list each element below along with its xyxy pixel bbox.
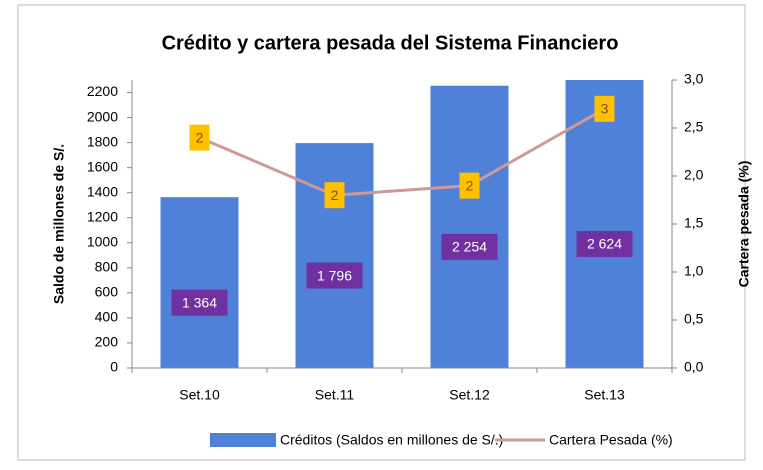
point-label: 2 xyxy=(196,129,204,145)
point-label: 2 xyxy=(466,177,474,193)
bar-label: 2 624 xyxy=(587,236,622,252)
y2-tick-label: 1,5 xyxy=(684,215,704,231)
y-tick-label: 1000 xyxy=(87,233,118,249)
chart-title: Crédito y cartera pesada del Sistema Fin… xyxy=(162,32,619,54)
y2-tick-label: 0,5 xyxy=(684,311,704,327)
y2-tick-label: 3,0 xyxy=(684,71,704,87)
bar xyxy=(430,85,509,368)
point-label-box xyxy=(189,124,210,151)
y-tick-label: 1400 xyxy=(87,183,118,199)
y-axis-title: Saldo de millones de S/. xyxy=(51,144,67,304)
y-tick-label: 2200 xyxy=(87,83,118,99)
bar-label-box xyxy=(171,289,228,316)
x-tick-label: Set.12 xyxy=(449,387,490,403)
y-tick-label: 1600 xyxy=(87,158,118,174)
bar-label: 1 796 xyxy=(317,267,352,283)
bar xyxy=(160,197,239,368)
y2-tick-label: 0,0 xyxy=(684,359,704,375)
bar-label-box xyxy=(576,231,633,257)
y-tick-label: 200 xyxy=(95,334,119,350)
point-label-box xyxy=(594,95,615,122)
point-label: 3 xyxy=(601,101,609,117)
bar xyxy=(565,80,644,368)
point-label: 2 xyxy=(331,187,339,203)
bar-label: 1 364 xyxy=(182,294,217,310)
y-tick-label: 800 xyxy=(95,259,119,275)
y2-tick-label: 2,5 xyxy=(684,119,704,135)
y2-tick-label: 1,0 xyxy=(684,263,704,279)
y-tick-label: 0 xyxy=(110,359,118,375)
y-tick-label: 1200 xyxy=(87,208,118,224)
x-tick-label: Set.13 xyxy=(584,387,625,403)
legend-label: Créditos (Saldos en millones de S/.) xyxy=(280,432,503,448)
point-label-box xyxy=(324,182,345,209)
y-tick-label: 600 xyxy=(95,284,119,300)
line xyxy=(198,107,606,197)
bar-label-box xyxy=(441,233,498,260)
y2-axis-title: Cartera pesada (%) xyxy=(736,161,752,288)
bar xyxy=(295,143,374,368)
legend-swatch xyxy=(210,433,276,447)
y-tick-label: 2000 xyxy=(87,108,118,124)
bar-label: 2 254 xyxy=(452,239,487,255)
x-tick-label: Set.10 xyxy=(179,387,220,403)
y-tick-label: 1800 xyxy=(87,133,118,149)
y2-tick-label: 2,0 xyxy=(684,167,704,183)
x-tick-label: Set.11 xyxy=(315,387,355,403)
plot-area xyxy=(160,80,644,368)
y-tick-label: 400 xyxy=(95,309,119,325)
point-label-box xyxy=(459,172,480,199)
bar-label-box xyxy=(306,262,363,289)
legend-label: Cartera Pesada (%) xyxy=(549,432,673,448)
